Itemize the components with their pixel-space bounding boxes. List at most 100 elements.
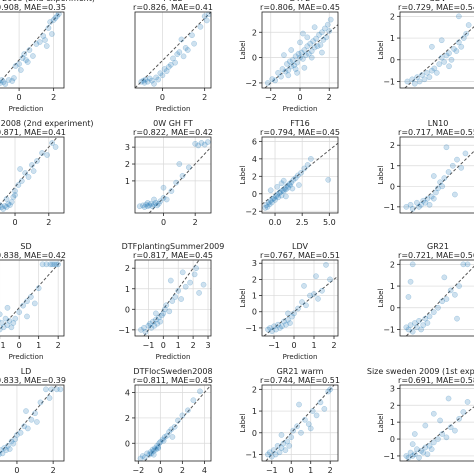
data-point xyxy=(445,169,452,175)
data-point xyxy=(462,150,469,157)
data-point xyxy=(175,417,181,424)
data-point xyxy=(439,298,446,305)
x-tick-label: −1 xyxy=(0,341,6,350)
data-point xyxy=(53,261,60,268)
points xyxy=(0,386,64,458)
data-point xyxy=(155,445,161,452)
y-tick-label: 2 xyxy=(390,401,395,410)
y-tick-label: 0 xyxy=(390,182,395,191)
data-point xyxy=(438,37,445,44)
panel-stats: r=0.822, MAE=0.42 xyxy=(133,128,213,137)
data-point xyxy=(54,13,60,19)
data-point xyxy=(262,204,269,211)
data-point xyxy=(30,53,36,59)
data-point xyxy=(294,423,300,430)
data-point xyxy=(155,444,161,450)
data-point xyxy=(441,59,447,65)
data-point xyxy=(295,305,301,312)
data-point xyxy=(308,155,314,162)
axes-frame xyxy=(134,384,212,462)
data-point xyxy=(278,180,285,187)
data-point xyxy=(287,182,294,188)
data-point xyxy=(317,399,324,406)
panel-stats: r=0.908, MAE=0.35 xyxy=(0,3,66,12)
x-tick-label: 1 xyxy=(308,466,313,474)
panel-title: GR21 warm xyxy=(277,367,324,376)
data-point xyxy=(437,417,443,424)
data-point xyxy=(267,325,273,331)
data-point xyxy=(23,57,29,63)
x-axis-label: Prediction xyxy=(9,353,44,361)
y-tick-label: 0 xyxy=(125,305,130,314)
data-point xyxy=(191,40,197,47)
y-tick-label: 4 xyxy=(252,155,257,164)
data-point xyxy=(458,164,465,171)
data-point xyxy=(439,183,446,190)
data-point xyxy=(441,274,448,281)
panel-stats: r=0.729, MAE=0.54 xyxy=(398,3,474,12)
data-point xyxy=(294,172,301,179)
data-point xyxy=(405,326,412,333)
points xyxy=(0,12,62,87)
data-point xyxy=(4,304,11,311)
identity-line xyxy=(0,260,63,330)
y-tick-label: 3 xyxy=(125,143,130,152)
data-point xyxy=(153,446,159,453)
data-point xyxy=(148,324,155,331)
data-point xyxy=(447,424,454,431)
data-point xyxy=(302,52,309,58)
y-axis-label: Label xyxy=(377,414,385,433)
data-point xyxy=(160,310,167,317)
data-point xyxy=(0,311,3,318)
data-point xyxy=(151,80,157,87)
data-point xyxy=(272,451,279,458)
data-point xyxy=(150,451,157,458)
data-point xyxy=(455,39,462,46)
data-point xyxy=(416,78,423,85)
panel-title: FT22 xyxy=(163,0,183,3)
data-point xyxy=(50,17,57,23)
x-tick-label: 3 xyxy=(205,341,210,350)
data-point xyxy=(305,421,312,427)
data-point xyxy=(189,32,195,39)
y-tick-label: 1 xyxy=(252,407,257,416)
x-tick-label: 0 xyxy=(289,466,294,474)
data-point xyxy=(404,78,411,85)
data-point xyxy=(433,189,439,196)
data-point xyxy=(416,454,422,461)
y-axis-label: Label xyxy=(239,289,247,308)
data-point xyxy=(281,185,288,192)
data-point xyxy=(5,442,11,449)
data-point xyxy=(420,449,427,456)
data-point xyxy=(407,449,414,456)
data-point xyxy=(451,46,457,52)
data-point xyxy=(268,453,275,460)
axes-frame xyxy=(399,11,474,89)
axes-frame xyxy=(0,259,65,337)
data-point xyxy=(307,292,313,299)
data-point xyxy=(18,178,25,184)
data-point xyxy=(150,448,157,454)
data-point xyxy=(418,448,424,454)
x-axis-label: Prediction xyxy=(283,105,318,113)
y-tick-label: 1 xyxy=(390,282,395,291)
y-axis-label: Label xyxy=(377,166,385,185)
data-point xyxy=(4,322,11,328)
data-point xyxy=(403,324,410,331)
data-point xyxy=(180,53,187,60)
data-point xyxy=(0,206,7,212)
x-tick-label: 0 xyxy=(12,218,17,227)
data-point xyxy=(286,181,292,188)
data-point xyxy=(411,451,418,458)
x-tick-label: 0 xyxy=(297,93,302,102)
data-point xyxy=(426,74,433,80)
data-point xyxy=(140,202,146,209)
identity-line xyxy=(404,26,474,88)
data-point xyxy=(156,440,163,447)
data-point xyxy=(140,77,147,84)
data-point xyxy=(300,30,306,37)
data-point xyxy=(12,188,18,194)
x-tick-label: 0 xyxy=(17,341,22,350)
y-tick-label: −2 xyxy=(245,79,257,88)
